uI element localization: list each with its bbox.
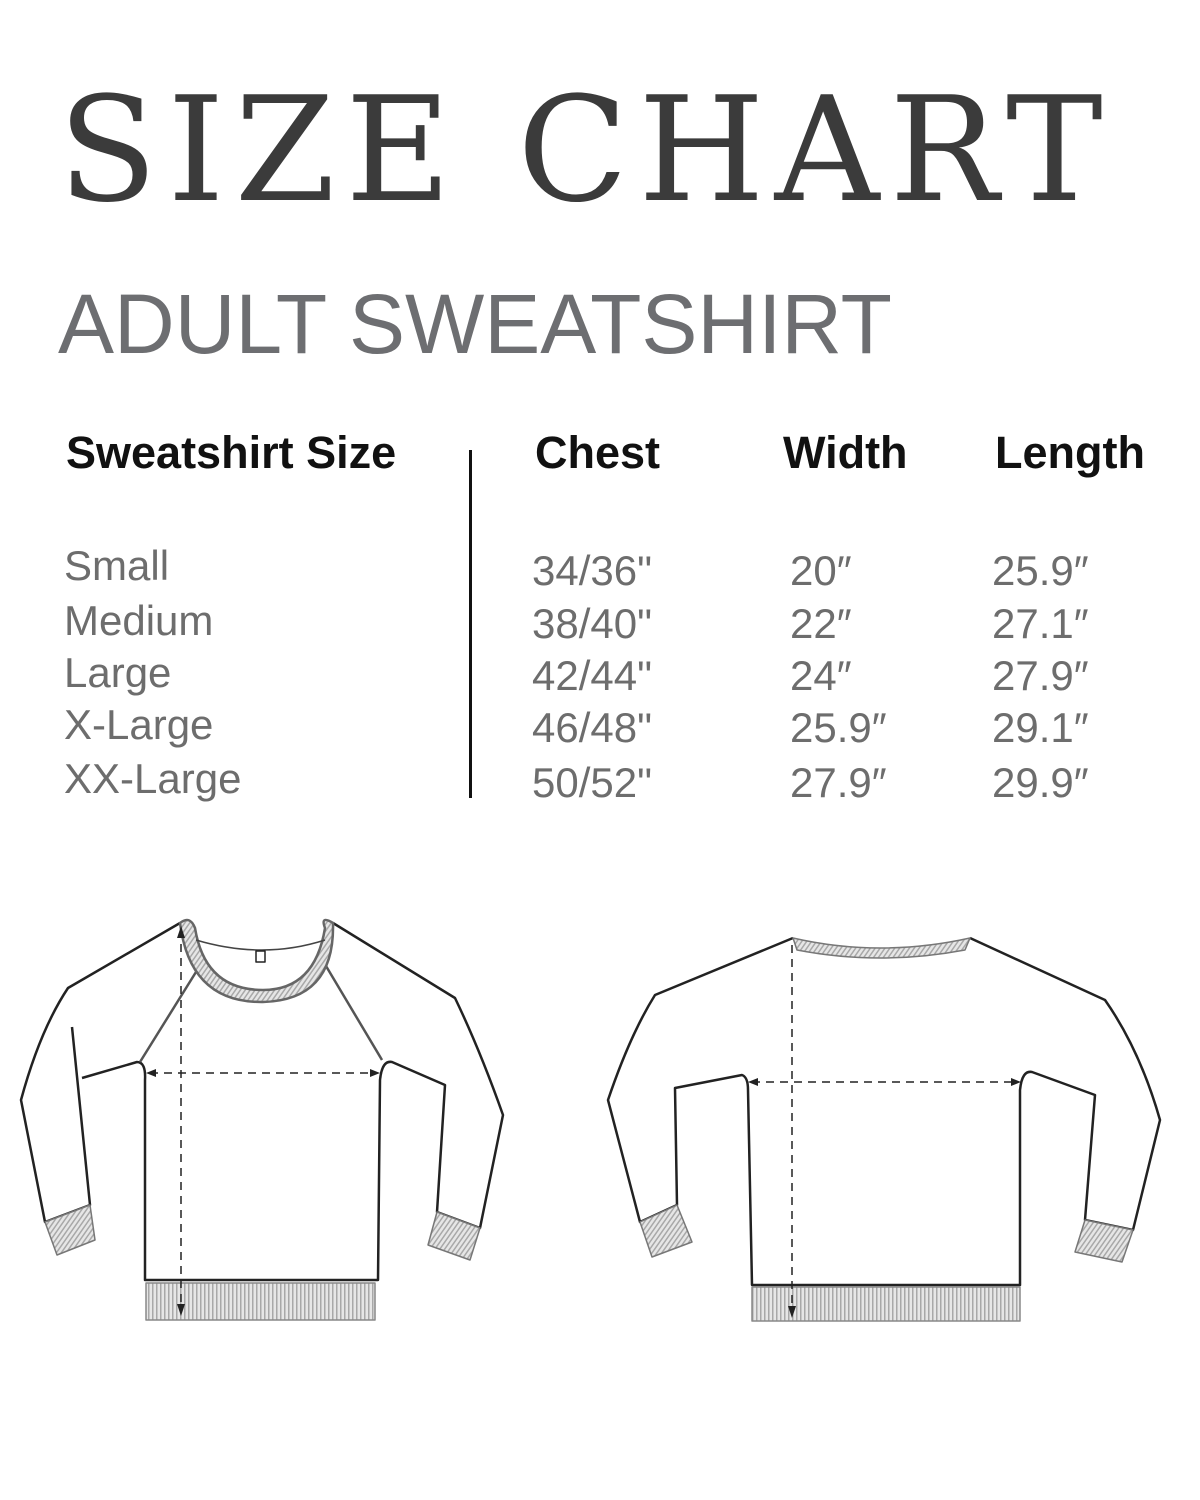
back-right-cuff [1074, 1219, 1134, 1263]
back-outline [606, 936, 1162, 1287]
cell-length: 25.9″ [992, 547, 1089, 594]
front-neckband [178, 918, 335, 1004]
cell-length: 29.9″ [992, 759, 1089, 806]
arrow-icon [748, 1078, 1021, 1318]
back-left-cuff [639, 1204, 693, 1258]
column-header-width: Width [783, 427, 908, 478]
cell-chest: 38/40" [532, 600, 653, 647]
column-header-length: Length [995, 427, 1145, 478]
back-hem-rib [751, 1286, 1021, 1322]
column-divider [469, 450, 472, 798]
cell-size: X-Large [64, 701, 214, 748]
page-subtitle: ADULT SWEATSHIRT [58, 277, 892, 371]
column-header-chest: Chest [535, 427, 661, 478]
front-left-cuff [44, 1204, 96, 1256]
back-neckband [792, 937, 971, 959]
cell-width: 20″ [790, 547, 852, 594]
cell-size: XX-Large [64, 755, 242, 802]
cell-chest: 34/36" [532, 547, 653, 594]
cell-length: 27.1″ [992, 600, 1089, 647]
front-right-cuff [427, 1211, 481, 1261]
sweatshirt-illustrations [19, 918, 1162, 1322]
front-hem-rib [145, 1282, 376, 1321]
cell-length: 29.1″ [992, 704, 1089, 751]
cell-chest: 46/48" [532, 704, 653, 751]
front-neck-inner [195, 939, 326, 951]
cell-size: Small [64, 542, 170, 589]
cell-length: 27.9″ [992, 652, 1089, 699]
front-label-tag [255, 950, 266, 963]
cell-width: 27.9″ [790, 759, 887, 806]
cell-chest: 50/52" [532, 759, 653, 806]
sweatshirt-front [19, 918, 505, 1321]
cell-size: Medium [64, 597, 214, 644]
cell-chest: 42/44" [532, 652, 653, 699]
cell-width: 24″ [790, 652, 852, 699]
cell-size: Large [64, 649, 172, 696]
cell-width: 22″ [790, 600, 852, 647]
front-raglan-seams [138, 965, 384, 1063]
page-title: SIZE CHART [58, 66, 1113, 235]
front-outline [19, 921, 505, 1282]
column-header-size: Sweatshirt Size [66, 427, 397, 478]
cell-width: 25.9″ [790, 704, 887, 751]
sweatshirt-back [606, 936, 1162, 1322]
